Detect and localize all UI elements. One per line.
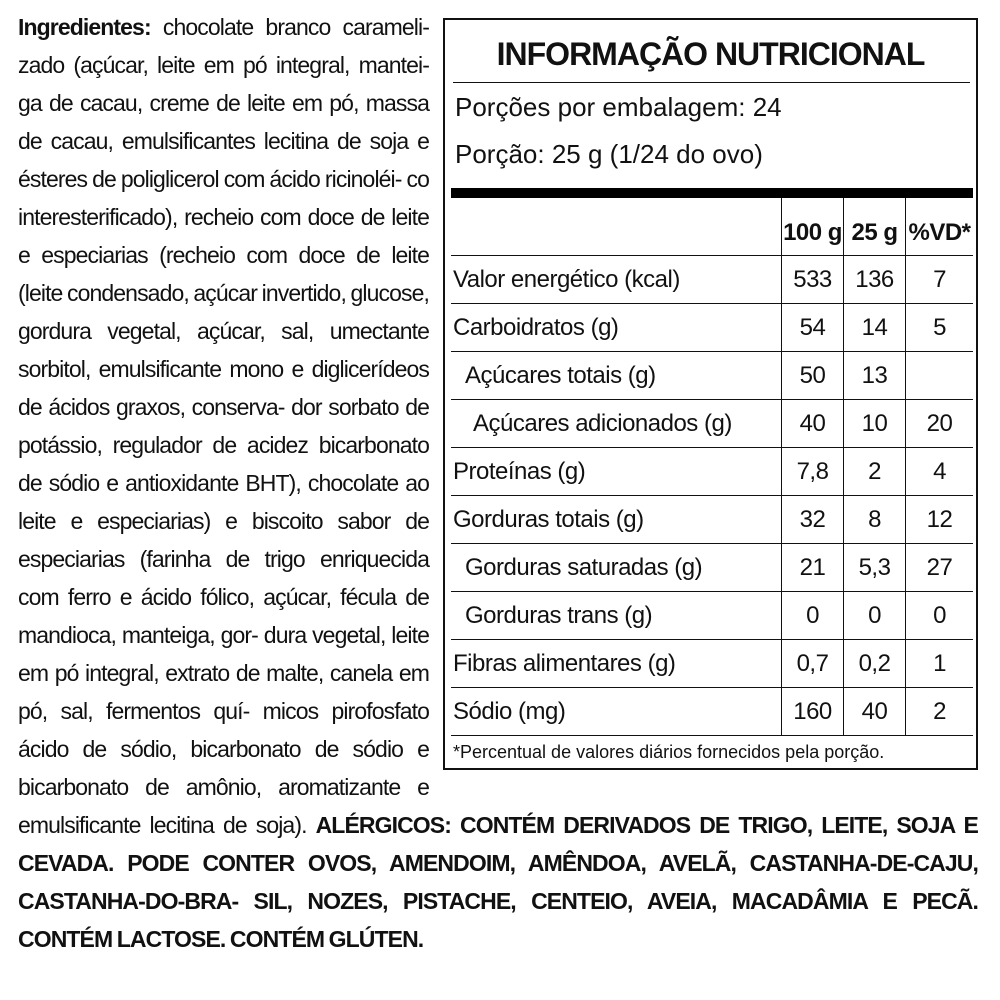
table-row: Açúcares totais (g) 50 13	[451, 352, 973, 400]
nutrient-name: Valor energético (kcal)	[453, 265, 680, 293]
value-per-100g: 32	[781, 496, 843, 543]
ingredients-line: leite e especiarias (recheio com doce de	[18, 204, 430, 268]
table-row: Sódio (mg) 160 40 2	[451, 688, 973, 736]
value-per-serving: 40	[843, 688, 905, 735]
table-row: Valor energético (kcal) 533 136 7	[451, 256, 973, 304]
ingredients-line: ésteres de poliglicerol com ácido ricino…	[18, 166, 402, 192]
ingredients-line: acidez bicarbonato de sódio e antioxidan…	[18, 432, 430, 496]
ingredients-line: biscoito sabor de especiarias (farinha d…	[18, 508, 430, 572]
title-divider	[453, 82, 970, 83]
ingredients-line: dor sorbato de potássio, regulador de	[18, 394, 430, 458]
ingredients-line: diglicerídeos de ácidos graxos, conserva…	[18, 356, 430, 420]
nutrient-name: Carboidratos (g)	[453, 313, 619, 341]
ingredients-line: micos pirofosfato ácido de sódio, bicarb…	[18, 698, 430, 800]
ingredients-line: umectante sorbitol, emulsificante mono e	[18, 318, 430, 382]
table-row: Carboidratos (g) 54 14 5	[451, 304, 973, 352]
value-per-serving: 0,2	[843, 640, 905, 687]
header-vd: %VD*	[905, 198, 973, 255]
ingredients-line: BHT), chocolate ao leite e especiarias) …	[18, 470, 430, 534]
ingredients-line: emulsificante lecitina de soja).	[18, 812, 316, 838]
value-per-100g: 160	[781, 688, 843, 735]
daily-value: 7	[905, 256, 973, 303]
daily-value: 27	[905, 544, 973, 591]
nutrition-facts-table: INFORMAÇÃO NUTRICIONAL Porções por embal…	[443, 18, 978, 770]
ingredients-line: de cacau, emulsificantes lecitina de soj…	[18, 128, 430, 154]
value-per-100g: 7,8	[781, 448, 843, 495]
header-nutrient	[451, 198, 781, 255]
ingredients-line: açúcar, fécula de mandioca, manteiga, go…	[18, 584, 430, 648]
thick-divider	[451, 188, 973, 198]
nutrient-name: Fibras alimentares (g)	[453, 649, 676, 677]
serving-size: Porção: 25 g (1/24 do ovo)	[455, 139, 763, 169]
value-per-serving: 14	[843, 304, 905, 351]
ingredients-line: dura vegetal, leite em pó integral, extr…	[18, 622, 430, 686]
ingredients-text: Ingredientes: chocolate branco carameli-…	[18, 8, 979, 958]
footnote: *Percentual de valores diários fornecido…	[453, 742, 885, 762]
value-per-serving: 13	[843, 352, 905, 399]
value-per-100g: 54	[781, 304, 843, 351]
daily-value: 12	[905, 496, 973, 543]
nutrition-title: INFORMAÇÃO NUTRICIONAL	[496, 36, 926, 72]
value-per-100g: 0	[781, 592, 843, 639]
daily-value: 4	[905, 448, 973, 495]
daily-value: 0	[905, 592, 973, 639]
nutrient-name: Sódio (mg)	[453, 697, 566, 725]
table-row: Proteínas (g) 7,8 2 4	[451, 448, 973, 496]
allergens-text: PODE CONTER OVOS, AMENDOIM, AMÊNDOA, AVE…	[18, 850, 979, 914]
nutrient-name: Açúcares adicionados (g)	[473, 409, 732, 437]
value-per-serving: 136	[843, 256, 905, 303]
ingredients-line: glucose, gordura vegetal, açúcar, sal,	[18, 280, 430, 344]
table-row: Gorduras totais (g) 32 8 12	[451, 496, 973, 544]
ingredients-line: chocolate branco carameli-	[150, 14, 430, 40]
ingredients-line: zado (açúcar, leite em pó integral, mant…	[18, 52, 430, 78]
daily-value: 1	[905, 640, 973, 687]
ingredients-label: Ingredientes:	[18, 14, 152, 40]
value-per-100g: 50	[781, 352, 843, 399]
header-25g: 25 g	[843, 198, 905, 255]
nutrient-name: Açúcares totais (g)	[465, 361, 656, 389]
daily-value: 2	[905, 688, 973, 735]
nutrient-name: Proteínas (g)	[453, 457, 586, 485]
nutrient-name: Gorduras trans (g)	[465, 601, 653, 629]
table-row: Gorduras trans (g) 0 0 0	[451, 592, 973, 640]
ingredients-line: ga de cacau, creme de leite em pó, massa	[18, 90, 430, 116]
servings-per-package: Porções por embalagem: 24	[455, 92, 782, 122]
table-row: Gorduras saturadas (g) 21 5,3 27	[451, 544, 973, 592]
value-per-100g: 21	[781, 544, 843, 591]
table-row: Açúcares adicionados (g) 40 10 20	[451, 400, 973, 448]
daily-value: 20	[905, 400, 973, 447]
ingredients-line: trigo enriquecida com ferro e ácido fóli…	[18, 546, 430, 610]
value-per-serving: 8	[843, 496, 905, 543]
value-per-100g: 0,7	[781, 640, 843, 687]
value-per-serving: 5,3	[843, 544, 905, 591]
nutrient-name: Gorduras saturadas (g)	[465, 553, 703, 581]
ingredients-line: co interesterificado), recheio com doce …	[18, 166, 430, 230]
allergens-text: ALÉRGICOS: CONTÉM DERIVADOS DE TRIGO, LE…	[18, 812, 979, 876]
header-100g: 100 g	[781, 198, 843, 255]
value-per-100g: 533	[781, 256, 843, 303]
table-row: Fibras alimentares (g) 0,7 0,2 1	[451, 640, 973, 688]
value-per-100g: 40	[781, 400, 843, 447]
daily-value: 5	[905, 304, 973, 351]
value-per-serving: 2	[843, 448, 905, 495]
nutrient-name: Gorduras totais (g)	[453, 505, 644, 533]
ingredients-line: leite (leite condensado, açúcar invertid…	[18, 242, 430, 306]
value-per-serving: 10	[843, 400, 905, 447]
table-header: 100 g 25 g %VD*	[451, 198, 973, 256]
allergens-text: SIL, NOZES, PISTACHE, CENTEIO, AVEIA, MA…	[18, 888, 979, 952]
daily-value	[905, 352, 973, 399]
ingredients-line: de malte, canela em pó, sal, fermentos q…	[18, 660, 430, 724]
value-per-serving: 0	[843, 592, 905, 639]
